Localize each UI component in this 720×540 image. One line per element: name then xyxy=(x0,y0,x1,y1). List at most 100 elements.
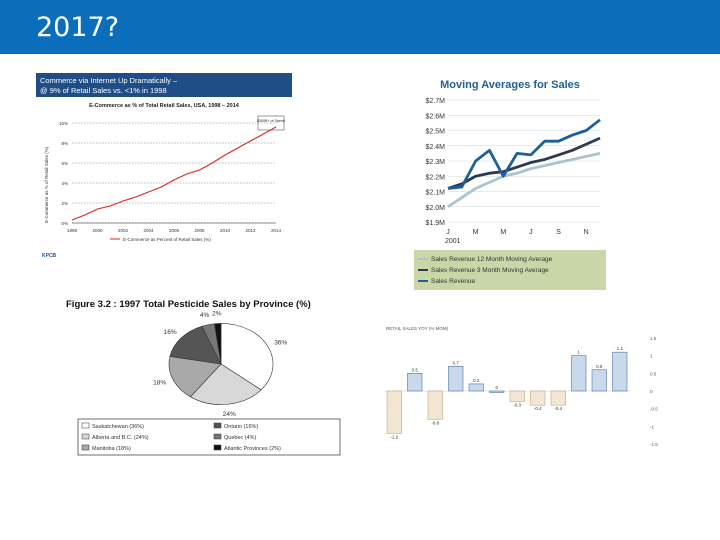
moving-average-ytick: $2.6M xyxy=(426,113,446,120)
bar xyxy=(427,390,443,420)
pie-slice xyxy=(220,323,274,391)
bar xyxy=(612,351,628,392)
ecommerce-ytick: 8% xyxy=(61,141,68,146)
bar xyxy=(509,390,525,402)
bar xyxy=(386,390,402,434)
legend-swatch-alberta xyxy=(81,433,90,440)
ecommerce-xtick: 2008 xyxy=(194,228,205,233)
legend-swatch-ontario xyxy=(213,422,222,429)
bar xyxy=(571,355,587,392)
pie-label: 16% xyxy=(164,329,177,336)
pie-label: 24% xyxy=(223,411,236,418)
bar-data-label: -0.4 xyxy=(534,406,542,411)
pie-label: 36% xyxy=(274,339,287,346)
sales-revenue-line xyxy=(447,118,601,190)
bar-ytick: -0.5 xyxy=(650,407,658,412)
pesticide-legend xyxy=(77,418,341,456)
bar-ytick: 1.5 xyxy=(650,336,657,341)
legend-atlantic: Atlantic Provinces (2%) xyxy=(224,446,281,452)
bar xyxy=(468,383,484,392)
ecommerce-xtick: 2010 xyxy=(220,228,231,233)
moving-average-xtick: S xyxy=(556,229,561,236)
bar-data-label: 0.7 xyxy=(453,360,460,365)
ecommerce-xtick: 2012 xyxy=(245,228,256,233)
ecommerce-legend: E-Commerce as Percent of Retail Sales (%… xyxy=(123,237,211,242)
ecommerce-ytick: 6% xyxy=(61,161,68,166)
moving-average-xtick: M xyxy=(473,229,479,236)
legend-manitoba: Manitoba (18%) xyxy=(92,446,131,452)
moving-average-ytick: $2.0M xyxy=(426,205,446,212)
legend-3m: Sales Revenue 3 Month Moving Average xyxy=(431,267,549,274)
ecommerce-ytick: 0% xyxy=(61,221,68,226)
moving-average-xtick: M xyxy=(500,229,506,236)
retail-bar-header: RETAIL SALES YOY (% MOM) xyxy=(386,326,449,331)
ecommerce-ytick: 2% xyxy=(61,201,68,206)
ecommerce-banner xyxy=(36,73,292,97)
moving-average-ytick: $2.4M xyxy=(426,144,446,151)
moving-average-title: Moving Averages for Sales xyxy=(440,79,580,91)
legend-alberta: Alberta and B.C. (24%) xyxy=(92,435,149,441)
ecommerce-xtick: 2000 xyxy=(92,228,103,233)
bar xyxy=(591,369,607,392)
legend-swatch-sask xyxy=(81,422,90,429)
ecommerce-ytick: 10% xyxy=(59,121,68,126)
bar xyxy=(530,390,546,406)
moving-average-ytick: $2.1M xyxy=(426,190,446,197)
moving-average-xtick: J xyxy=(529,229,533,236)
pesticide-title: Figure 3.2 : 1997 Total Pesticide Sales … xyxy=(66,299,311,310)
bar-ytick: 0.5 xyxy=(650,371,657,376)
pie-slice xyxy=(168,356,222,398)
legend-sask: Saskatchewan (36%) xyxy=(92,424,144,430)
ecommerce-chart: Commerce via Internet Up Dramatically – … xyxy=(36,73,292,259)
ecommerce-callout: $300B+ of Spend xyxy=(257,119,285,123)
ecommerce-xtick: 1998 xyxy=(67,228,78,233)
moving-average-3m-line xyxy=(447,136,601,190)
bar-data-label: -0.4 xyxy=(554,406,562,411)
moving-average-ytick: $2.3M xyxy=(426,159,446,166)
moving-average-panel: Moving Averages for Sales $1.9M $2.0M $2.1… xyxy=(412,72,608,290)
pie-slice xyxy=(169,325,222,365)
ecommerce-xtick: 2002 xyxy=(118,228,129,233)
bar-data-label: -0.8 xyxy=(431,420,439,425)
pie-label: 2% xyxy=(212,311,222,318)
moving-average-year: 2001 xyxy=(445,238,461,245)
legend-ontario: Ontario (16%) xyxy=(224,424,258,430)
moving-average-xtick: N xyxy=(584,229,589,236)
legend-swatch-quebec xyxy=(213,433,222,440)
bar-ytick: 0 xyxy=(650,389,653,394)
retail-bar-panel: RETAIL SALES YOY (% MOM) 1.5 1 0.5 0 -0.5 -1 -… xyxy=(376,322,660,462)
ecommerce-banner-line2: @ 9% of Retail Sales vs. <1% in 1998 xyxy=(40,86,167,95)
moving-average-ytick: $1.9M xyxy=(426,220,446,227)
ecommerce-ylabel: E-Commerce as % of Retail Sales (%) xyxy=(44,146,49,223)
moving-average-ytick: $2.7M xyxy=(426,98,446,105)
bar-data-label: -1.2 xyxy=(390,434,398,439)
moving-average-ytick: $2.2M xyxy=(426,174,446,181)
pie-label: 4% xyxy=(200,312,210,319)
ecommerce-xtick: 2004 xyxy=(143,228,154,233)
ecommerce-series-line xyxy=(71,126,277,221)
bar-ytick: -1.5 xyxy=(650,442,658,447)
bar-data-label: 0.6 xyxy=(596,364,603,369)
bar-data-label: 0.2 xyxy=(473,378,480,383)
bar-data-label: 1.1 xyxy=(617,346,624,351)
moving-average-chart: Moving Averages for Sales $1.9M $2.0M $2.1… xyxy=(414,79,606,290)
bar-data-label: 0.5 xyxy=(412,367,419,372)
ecommerce-xtick: 2006 xyxy=(169,228,180,233)
slide-header: 2017? xyxy=(0,0,720,54)
legend-sales: Sales Revenue xyxy=(431,278,475,285)
bar xyxy=(448,366,464,392)
bar-ytick: 1 xyxy=(650,354,653,359)
legend-12m: Sales Revenue 12 Month Moving Average xyxy=(431,256,553,263)
moving-average-12m-line xyxy=(447,152,601,208)
bar xyxy=(489,390,505,393)
bar xyxy=(407,373,423,392)
ecommerce-chart-panel: Commerce via Internet Up Dramatically – … xyxy=(36,73,292,261)
pesticide-panel: Figure 3.2 : 1997 Total Pesticide Sales … xyxy=(64,295,354,465)
bar-ytick: -1 xyxy=(650,424,654,429)
pie-slice xyxy=(189,363,262,405)
moving-average-xtick: J xyxy=(446,229,450,236)
pie-slice xyxy=(214,323,222,365)
ecommerce-chart-title: E-Commerce as % of Total Retail Sales, U… xyxy=(89,103,240,109)
pie-label: 18% xyxy=(153,380,166,387)
pesticide-chart: Figure 3.2 : 1997 Total Pesticide Sales … xyxy=(66,299,341,456)
